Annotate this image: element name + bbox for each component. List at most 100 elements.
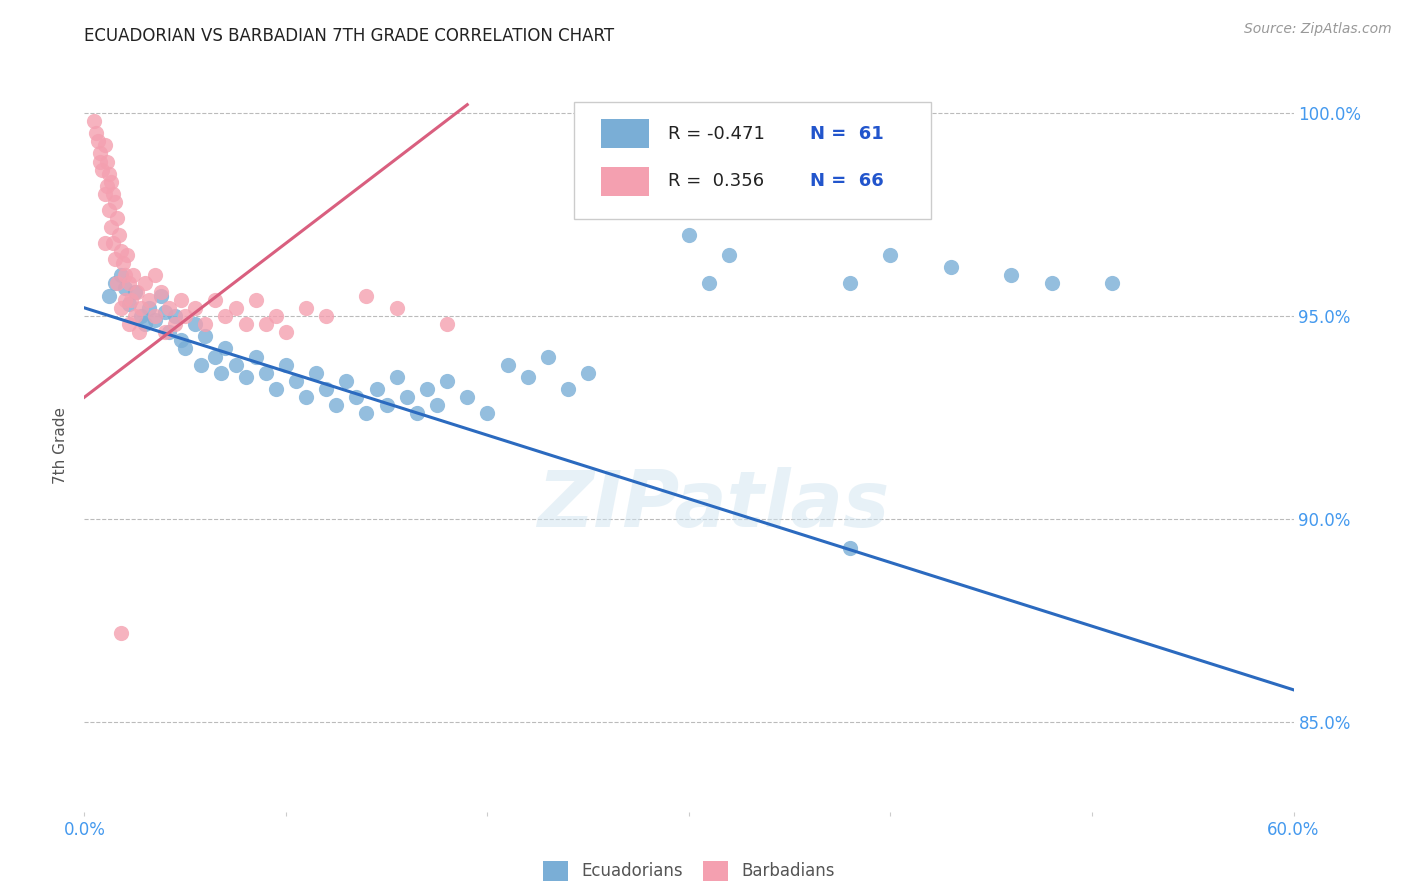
Point — [456, 390, 478, 404]
Point — [939, 260, 962, 275]
Point — [356, 288, 378, 302]
Point — [91, 162, 114, 177]
Point — [165, 317, 187, 331]
Point — [576, 366, 599, 380]
Point — [115, 248, 138, 262]
Point — [184, 301, 207, 315]
Point — [194, 317, 217, 331]
Point — [214, 342, 236, 356]
Point — [678, 227, 700, 242]
Point — [165, 309, 187, 323]
Point — [120, 293, 142, 307]
Point — [426, 398, 449, 412]
Point — [128, 325, 150, 339]
Point — [97, 167, 120, 181]
Point — [124, 285, 146, 299]
Point — [346, 390, 368, 404]
Point — [245, 350, 267, 364]
Point — [879, 248, 901, 262]
Point — [96, 178, 118, 193]
Point — [134, 317, 156, 331]
Legend: Ecuadorians, Barbadians: Ecuadorians, Barbadians — [536, 854, 842, 888]
Point — [89, 146, 111, 161]
Point — [209, 366, 232, 380]
Point — [557, 382, 579, 396]
Point — [839, 277, 862, 291]
Point — [143, 268, 166, 283]
Point — [190, 358, 212, 372]
Point — [96, 154, 118, 169]
Point — [100, 219, 122, 234]
Point — [153, 325, 176, 339]
Point — [157, 325, 180, 339]
Point — [395, 390, 418, 404]
Text: ECUADORIAN VS BARBADIAN 7TH GRADE CORRELATION CHART: ECUADORIAN VS BARBADIAN 7TH GRADE CORREL… — [84, 27, 614, 45]
Point — [295, 390, 318, 404]
Point — [264, 382, 287, 396]
FancyBboxPatch shape — [600, 119, 650, 148]
Point — [86, 126, 108, 140]
Point — [114, 280, 136, 294]
Point — [697, 277, 720, 291]
Point — [385, 370, 408, 384]
Point — [104, 252, 127, 266]
Point — [105, 211, 128, 226]
Point — [129, 301, 152, 315]
Point — [101, 187, 124, 202]
Point — [477, 407, 499, 421]
Point — [110, 268, 132, 283]
Point — [305, 366, 328, 380]
Point — [129, 309, 152, 323]
Point — [416, 382, 439, 396]
Point — [149, 285, 172, 299]
Text: R =  0.356: R = 0.356 — [668, 172, 765, 190]
Point — [118, 297, 141, 311]
Point — [235, 317, 257, 331]
Point — [184, 317, 207, 331]
Point — [105, 277, 128, 291]
Point — [153, 305, 176, 319]
Point — [104, 277, 127, 291]
Point — [245, 293, 267, 307]
Point — [157, 301, 180, 315]
Point — [170, 293, 193, 307]
Point — [100, 175, 122, 189]
Point — [225, 358, 247, 372]
Point — [83, 114, 105, 128]
Point — [143, 313, 166, 327]
Point — [335, 374, 357, 388]
Point — [104, 195, 127, 210]
Point — [285, 374, 308, 388]
Point — [315, 309, 337, 323]
Point — [436, 317, 458, 331]
Point — [138, 293, 160, 307]
Point — [718, 248, 741, 262]
Point — [496, 358, 519, 372]
Point — [254, 317, 277, 331]
Point — [839, 541, 862, 555]
Point — [121, 268, 143, 283]
FancyBboxPatch shape — [600, 167, 650, 196]
Text: N =  61: N = 61 — [810, 125, 883, 143]
Point — [254, 366, 277, 380]
Point — [124, 309, 146, 323]
Point — [174, 342, 197, 356]
Point — [93, 235, 115, 250]
Point — [436, 374, 458, 388]
Point — [1040, 277, 1063, 291]
Point — [406, 407, 429, 421]
FancyBboxPatch shape — [574, 103, 931, 219]
Text: R = -0.471: R = -0.471 — [668, 125, 765, 143]
Text: N =  66: N = 66 — [810, 172, 883, 190]
Point — [118, 277, 141, 291]
Point — [87, 134, 110, 148]
Point — [114, 293, 136, 307]
Point — [89, 154, 111, 169]
Point — [174, 309, 197, 323]
Point — [149, 288, 172, 302]
Point — [111, 256, 134, 270]
Point — [225, 301, 247, 315]
Point — [264, 309, 287, 323]
Point — [204, 350, 226, 364]
Point — [110, 244, 132, 258]
